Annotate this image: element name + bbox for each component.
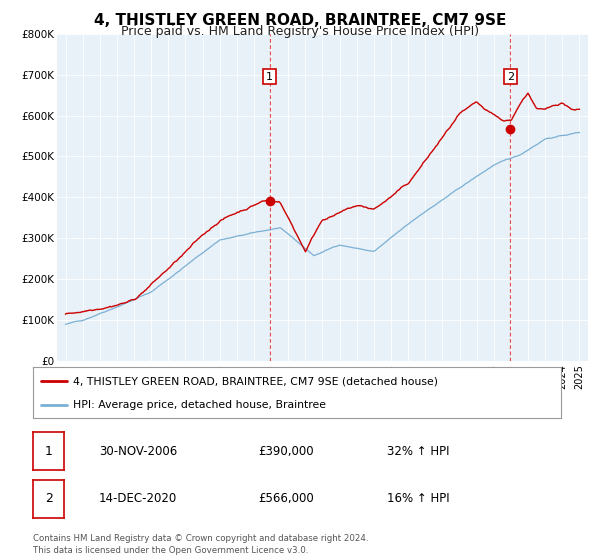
Text: 14-DEC-2020: 14-DEC-2020: [99, 492, 177, 506]
Text: This data is licensed under the Open Government Licence v3.0.: This data is licensed under the Open Gov…: [33, 546, 308, 555]
Text: 30-NOV-2006: 30-NOV-2006: [99, 445, 177, 458]
Text: 1: 1: [44, 445, 53, 458]
Text: 1: 1: [266, 72, 273, 82]
Text: 16% ↑ HPI: 16% ↑ HPI: [387, 492, 449, 506]
Text: 2: 2: [44, 492, 53, 506]
Text: Price paid vs. HM Land Registry's House Price Index (HPI): Price paid vs. HM Land Registry's House …: [121, 25, 479, 38]
Text: £390,000: £390,000: [258, 445, 314, 458]
Text: 4, THISTLEY GREEN ROAD, BRAINTREE, CM7 9SE (detached house): 4, THISTLEY GREEN ROAD, BRAINTREE, CM7 9…: [73, 376, 437, 386]
Text: £566,000: £566,000: [258, 492, 314, 506]
Text: HPI: Average price, detached house, Braintree: HPI: Average price, detached house, Brai…: [73, 400, 326, 410]
Text: Contains HM Land Registry data © Crown copyright and database right 2024.: Contains HM Land Registry data © Crown c…: [33, 534, 368, 543]
Text: 2: 2: [506, 72, 514, 82]
Text: 32% ↑ HPI: 32% ↑ HPI: [387, 445, 449, 458]
Text: 4, THISTLEY GREEN ROAD, BRAINTREE, CM7 9SE: 4, THISTLEY GREEN ROAD, BRAINTREE, CM7 9…: [94, 13, 506, 28]
